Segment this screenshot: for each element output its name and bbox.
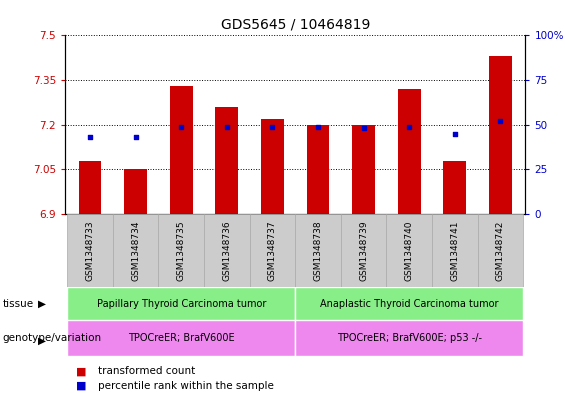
Bar xyxy=(341,214,386,287)
Bar xyxy=(204,214,250,287)
Point xyxy=(496,118,505,124)
Point xyxy=(131,134,140,140)
Text: tissue: tissue xyxy=(3,299,34,309)
Bar xyxy=(295,214,341,287)
Text: GSM1348739: GSM1348739 xyxy=(359,220,368,281)
Bar xyxy=(307,125,329,214)
Text: ▶: ▶ xyxy=(38,299,46,309)
Point xyxy=(359,125,368,132)
Point xyxy=(222,123,231,130)
Bar xyxy=(432,214,477,287)
Bar xyxy=(67,214,113,287)
Text: GSM1348740: GSM1348740 xyxy=(405,220,414,281)
Bar xyxy=(489,56,512,214)
Text: GSM1348734: GSM1348734 xyxy=(131,220,140,281)
Text: GSM1348738: GSM1348738 xyxy=(314,220,323,281)
Text: ■: ■ xyxy=(76,381,87,391)
Bar xyxy=(398,89,420,214)
Point xyxy=(268,123,277,130)
Point xyxy=(405,123,414,130)
Title: GDS5645 / 10464819: GDS5645 / 10464819 xyxy=(220,17,370,31)
Bar xyxy=(295,287,523,320)
Text: GSM1348733: GSM1348733 xyxy=(85,220,94,281)
Bar xyxy=(295,320,523,356)
Bar xyxy=(124,169,147,214)
Point xyxy=(85,134,94,140)
Bar xyxy=(170,86,193,214)
Text: GSM1348742: GSM1348742 xyxy=(496,220,505,281)
Text: percentile rank within the sample: percentile rank within the sample xyxy=(98,381,273,391)
Text: genotype/variation: genotype/variation xyxy=(3,333,102,343)
Bar xyxy=(158,214,204,287)
Bar xyxy=(250,214,295,287)
Bar xyxy=(261,119,284,214)
Point xyxy=(314,123,323,130)
Text: Anaplastic Thyroid Carcinoma tumor: Anaplastic Thyroid Carcinoma tumor xyxy=(320,299,498,309)
Bar xyxy=(477,214,523,287)
Text: transformed count: transformed count xyxy=(98,366,195,376)
Bar xyxy=(113,214,158,287)
Text: ▶: ▶ xyxy=(38,336,46,346)
Text: Papillary Thyroid Carcinoma tumor: Papillary Thyroid Carcinoma tumor xyxy=(97,299,266,309)
Bar xyxy=(67,287,295,320)
Text: GSM1348736: GSM1348736 xyxy=(222,220,231,281)
Bar xyxy=(352,125,375,214)
Text: GSM1348737: GSM1348737 xyxy=(268,220,277,281)
Point xyxy=(450,130,459,137)
Bar xyxy=(386,214,432,287)
Text: GSM1348741: GSM1348741 xyxy=(450,220,459,281)
Bar xyxy=(215,107,238,214)
Text: TPOCreER; BrafV600E; p53 -/-: TPOCreER; BrafV600E; p53 -/- xyxy=(337,333,482,343)
Text: GSM1348735: GSM1348735 xyxy=(177,220,186,281)
Bar xyxy=(67,320,295,356)
Point xyxy=(177,123,186,130)
Bar xyxy=(79,160,102,214)
Bar xyxy=(444,160,466,214)
Text: TPOCreER; BrafV600E: TPOCreER; BrafV600E xyxy=(128,333,234,343)
Text: ■: ■ xyxy=(76,366,87,376)
